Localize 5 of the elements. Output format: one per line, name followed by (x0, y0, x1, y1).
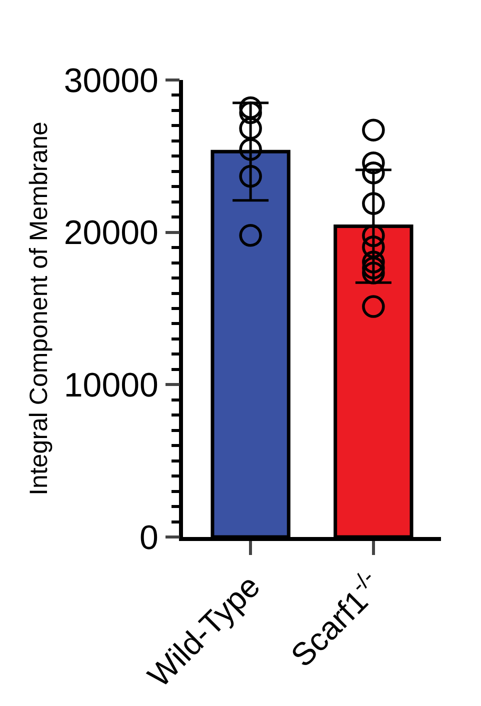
y-tick-label: 20000 (64, 214, 158, 252)
y-axis-title: Integral Component of Membrane (25, 122, 54, 496)
y-tick-label: 0 (140, 518, 158, 557)
y-tick-label: 30000 (64, 62, 158, 100)
y-tick-label: 10000 (64, 366, 158, 405)
